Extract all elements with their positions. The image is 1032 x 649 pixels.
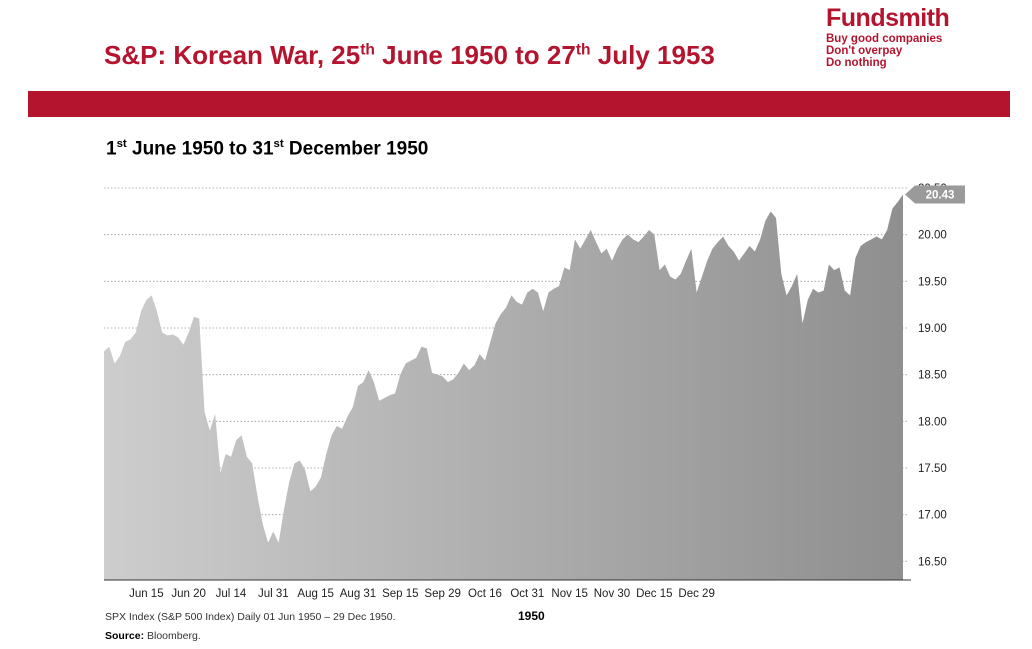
x-tick-label: Jul 14	[216, 588, 247, 600]
x-tick-label: Nov 15	[551, 588, 587, 600]
subtitle-text: June 1950 to 31	[126, 138, 274, 160]
x-tick-label: Oct 16	[468, 588, 502, 600]
y-tick-label: 18.50	[918, 370, 947, 382]
y-tick-label: 16.50	[918, 556, 947, 568]
chart-subtitle: 1st June 1950 to 31st December 1950	[106, 138, 428, 160]
source-text: Bloomberg.	[144, 630, 201, 642]
source-line: Source: Bloomberg.	[105, 630, 201, 642]
y-tick-label: 19.50	[918, 276, 947, 288]
spx-area-series	[104, 194, 903, 580]
brand-tagline-3: Do nothing	[826, 57, 887, 69]
brand-name: Fundsmith	[826, 4, 950, 32]
x-tick-label: Sep 15	[382, 588, 418, 600]
y-tick-label: 18.00	[918, 416, 947, 428]
y-tick-label: 20.00	[918, 230, 947, 242]
data-source-note: SPX Index (S&P 500 Index) Daily 01 Jun 1…	[105, 611, 396, 623]
subtitle-superscript: st	[116, 138, 127, 150]
x-tick-label: Jul 31	[258, 588, 289, 600]
title-superscript: th	[575, 41, 591, 59]
x-tick-label: Sep 29	[424, 588, 460, 600]
x-tick-label: Jun 20	[171, 588, 206, 600]
y-tick-label: 17.00	[918, 510, 947, 522]
x-tick-label: Aug 31	[340, 588, 376, 600]
x-tick-label: Aug 15	[297, 588, 333, 600]
last-value-tag	[905, 185, 965, 204]
title-text: July 1953	[590, 40, 715, 70]
subtitle-text: 1	[106, 138, 117, 160]
x-tick-label: Jun 15	[129, 588, 164, 600]
y-tick-label: 17.50	[918, 463, 947, 475]
subtitle-superscript: st	[273, 138, 284, 150]
title-text: S&P: Korean War, 25	[104, 40, 361, 70]
subtitle-text: December 1950	[283, 138, 429, 160]
title-superscript: th	[360, 41, 375, 59]
x-tick-label: Dec 15	[636, 588, 672, 600]
x-axis-label: 1950	[518, 609, 545, 623]
x-tick-label: Nov 30	[594, 588, 630, 600]
x-tick-label: Dec 29	[678, 588, 714, 600]
brand-tagline-2: Don't overpay	[826, 45, 903, 57]
last-value-label: 20.43	[926, 190, 955, 202]
y-tick-label: 19.00	[918, 323, 947, 335]
title-text: June 1950 to 27	[374, 40, 576, 70]
page-title: S&P: Korean War, 25th June 1950 to 27th …	[104, 40, 715, 71]
brand-logo: Fundsmith Buy good companies Don't overp…	[826, 3, 950, 69]
x-tick-label: Oct 31	[510, 588, 544, 600]
brand-tagline-1: Buy good companies	[826, 33, 943, 45]
header-divider-bar	[28, 91, 1010, 117]
source-label: Source:	[105, 630, 145, 642]
